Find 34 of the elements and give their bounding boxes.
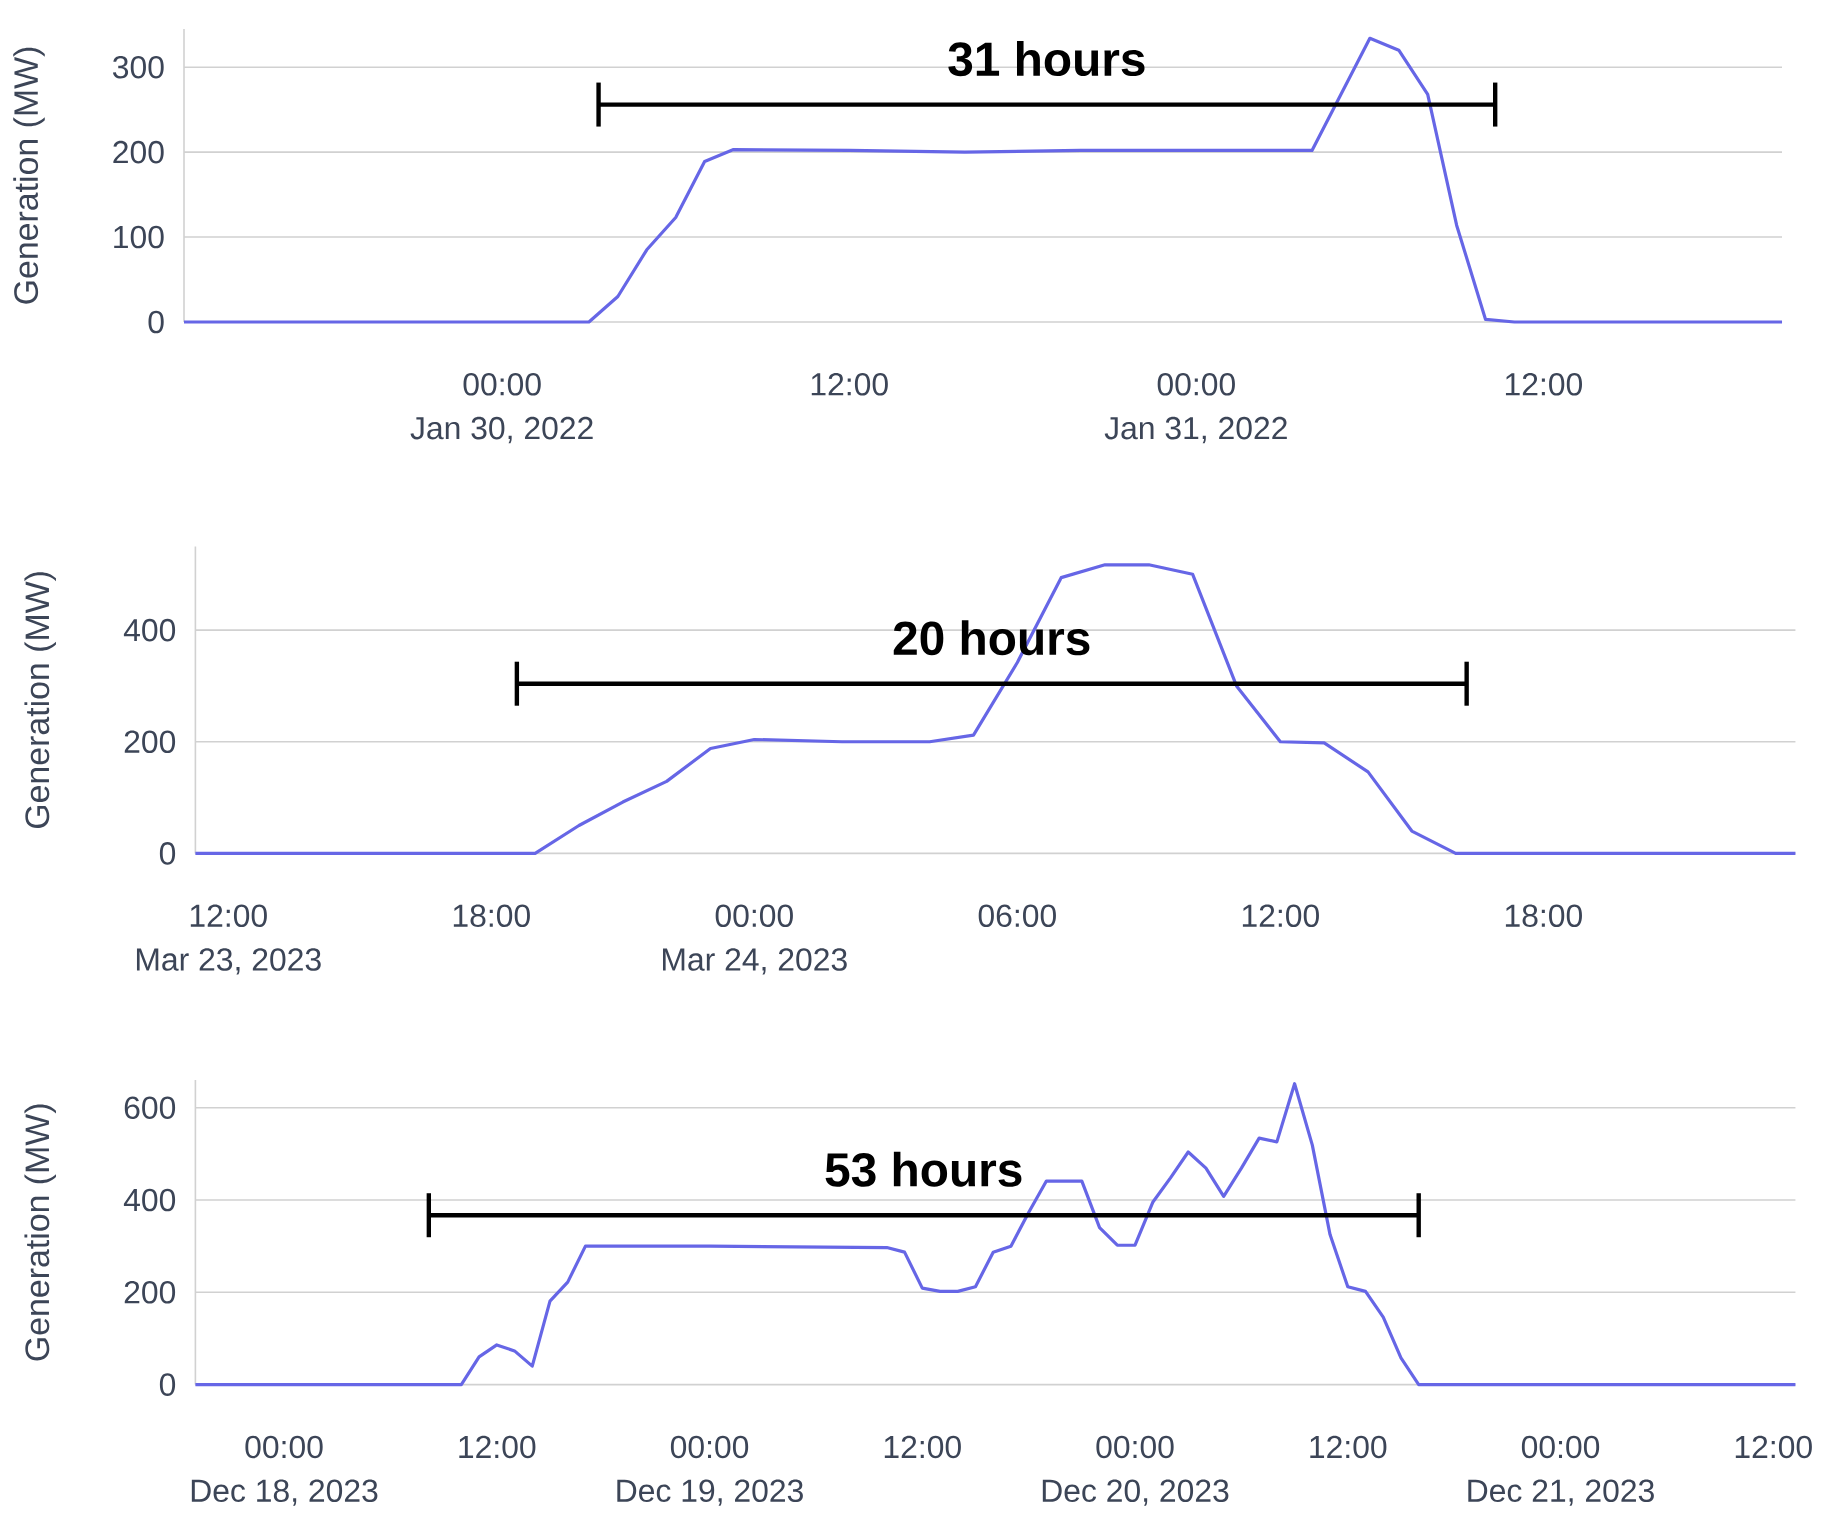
y-tick-label: 200 (124, 730, 176, 754)
x-tick-label: 12:00 (459, 1435, 536, 1459)
y-tick-label: 300 (112, 55, 164, 79)
y-tick-label: 600 (124, 1096, 176, 1119)
x-tick-label: 00:00 Mar 24, 2023 (663, 904, 847, 975)
y-tick-label: 200 (113, 140, 164, 164)
y-tick-label: 100 (114, 225, 164, 249)
x-tick-label: 00:00 Dec 21, 2023 (1468, 1435, 1654, 1506)
x-tick-label: 12:00 Mar 23, 2023 (136, 904, 321, 975)
x-tick-label: 00:00 Dec 18, 2023 (191, 1435, 378, 1506)
x-tick-label: 00:00 Dec 19, 2023 (617, 1435, 803, 1506)
y-axis-title: Generation (MW) (24, 572, 56, 829)
y-tick-label: 0 (159, 842, 176, 865)
y-tick-label: 200 (124, 1281, 176, 1304)
y-axis-title: Generation (MW) (13, 47, 45, 304)
x-tick-label: 18:00 (1505, 904, 1582, 928)
x-tick-label: 12:00 (1505, 373, 1583, 396)
annotation: 31 hours (948, 40, 1145, 77)
x-tick-label: 12:00 (1735, 1435, 1812, 1459)
x-tick-label: 18:00 (453, 904, 530, 928)
y-tick-label: 400 (123, 1188, 176, 1212)
y-tick-label: 0 (148, 310, 164, 334)
y-tick-label: 0 (159, 1373, 176, 1396)
annotation: 53 hours (825, 1151, 1022, 1187)
x-tick-label: 12:00 (1242, 904, 1319, 928)
x-tick-label: 06:00 (978, 904, 1056, 928)
x-tick-label: 00:00 Jan 31, 2022 (1104, 373, 1287, 444)
x-tick-label: 00:00 Jan 30, 2022 (410, 373, 593, 444)
x-tick-label: 12:00 (884, 1435, 961, 1459)
x-tick-label: 12:00 (1310, 1435, 1387, 1459)
x-tick-label: 00:00 Dec 20, 2023 (1042, 1435, 1229, 1506)
y-axis-title: Generation (MW) (24, 1104, 56, 1361)
y-tick-label: 400 (123, 618, 176, 642)
x-tick-label: 12:00 (811, 373, 888, 396)
